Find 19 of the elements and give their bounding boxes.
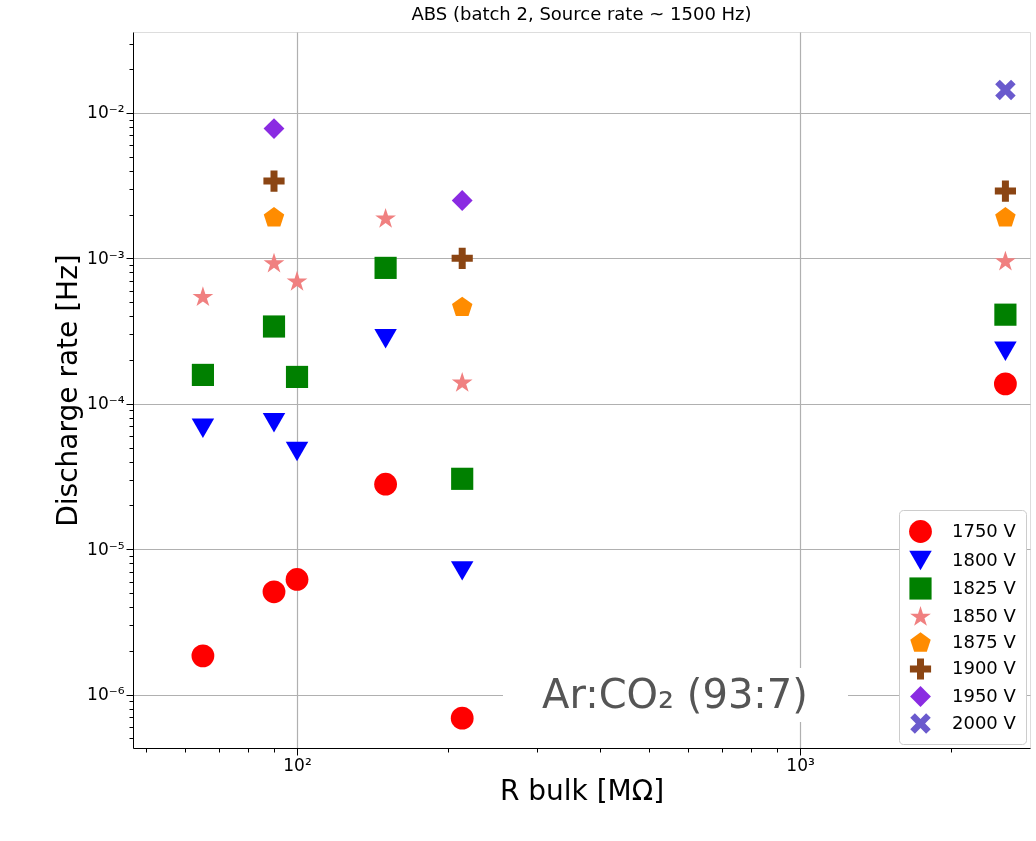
legend-label: 1825 V	[952, 576, 1017, 598]
legend-label: 1875 V	[952, 631, 1017, 652]
legend-label: 1850 V	[952, 605, 1017, 626]
y-tick-label: 10⁻⁵	[87, 538, 125, 559]
y-tick-label: 10⁻³	[87, 247, 125, 268]
x-tick-label: 10²	[283, 754, 312, 775]
chart-title: ABS (batch 2, Source rate ~ 1500 Hz)	[411, 3, 752, 24]
x-axis-title: R bulk [MΩ]	[499, 773, 665, 807]
legend-label: 1900 V	[952, 657, 1017, 678]
y-tick-label: 10⁻⁴	[87, 393, 125, 414]
legend-label: 1950 V	[952, 684, 1017, 706]
legend-label: 1800 V	[952, 548, 1017, 570]
y-tick-label: 10⁻²	[87, 102, 125, 123]
legend-label: 2000 V	[952, 711, 1017, 733]
annotation: Ar:CO₂ (93:7)	[542, 671, 808, 717]
y-axis-title: Discharge rate [Hz]	[51, 254, 85, 527]
y-tick-label: 10⁻⁶	[87, 684, 125, 705]
legend-label: 1750 V	[952, 519, 1017, 541]
x-tick-label: 10³	[786, 754, 815, 775]
